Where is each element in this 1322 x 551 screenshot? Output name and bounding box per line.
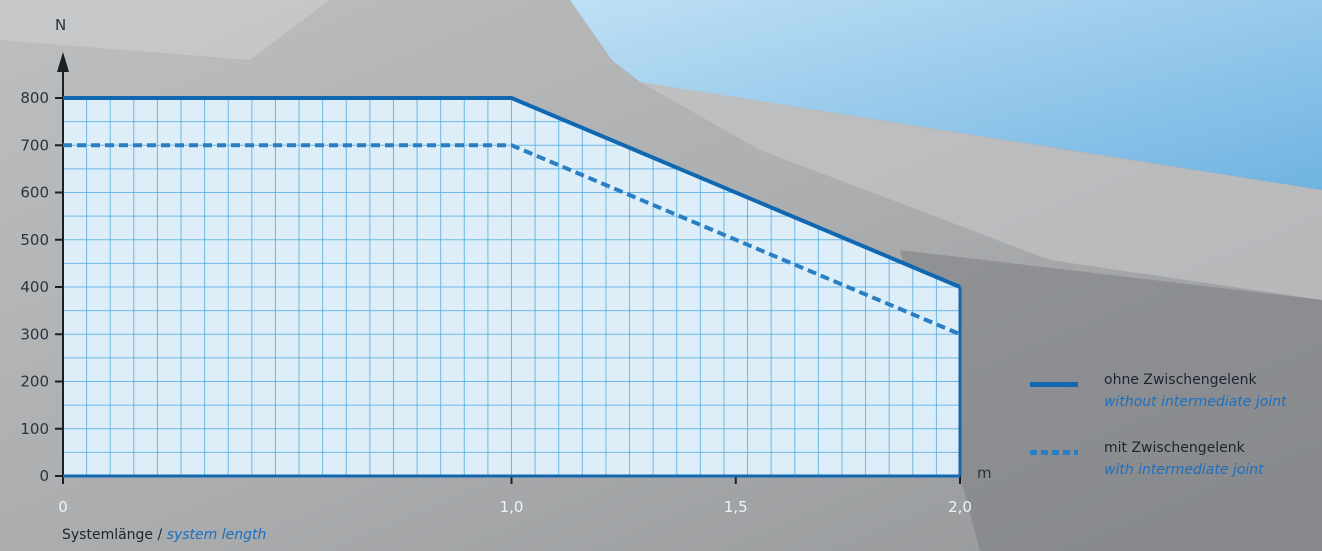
y-axis-arrow-icon bbox=[57, 52, 69, 72]
x-axis-label-en: system length bbox=[166, 527, 267, 543]
y-axis-unit: N bbox=[55, 16, 66, 34]
x-axis-label-sep: / bbox=[153, 527, 167, 543]
legend-swatch-solid bbox=[1030, 382, 1078, 387]
x-axis-label-de: Systemlänge bbox=[62, 527, 154, 543]
y-tick-label: 100 bbox=[20, 420, 49, 438]
legend-swatch-dashed bbox=[1030, 450, 1078, 455]
y-tick-label: 800 bbox=[20, 89, 49, 107]
series-line-with-joint bbox=[63, 143, 961, 337]
legend-label-en: with intermediate joint bbox=[1104, 462, 1264, 478]
legend-label-de: ohne Zwischengelenk bbox=[1104, 372, 1257, 388]
y-tick-label: 0 bbox=[39, 467, 49, 485]
y-tick-label: 400 bbox=[20, 278, 49, 296]
x-axis-unit: m bbox=[977, 464, 992, 482]
legend-label-en: without intermediate joint bbox=[1104, 394, 1287, 410]
x-tick-label: 1,5 bbox=[724, 498, 748, 516]
x-axis-ticks: 0 1,0 1,5 2,0 bbox=[58, 476, 972, 516]
y-tick-label: 600 bbox=[20, 184, 49, 202]
y-axis-ticks: 0 100 200 300 400 500 600 700 800 bbox=[20, 89, 63, 485]
y-tick-label: 200 bbox=[20, 373, 49, 391]
x-axis-label: Systemlänge / system length bbox=[62, 527, 266, 543]
y-tick-label: 700 bbox=[20, 136, 49, 154]
legend-label-de: mit Zwischengelenk bbox=[1104, 440, 1245, 456]
y-tick-label: 300 bbox=[20, 325, 49, 343]
chart-series bbox=[63, 96, 962, 478]
legend-item-with-joint: mit Zwischengelenk with intermediate joi… bbox=[1030, 438, 1322, 484]
x-tick-label: 0 bbox=[58, 498, 68, 516]
legend: ohne Zwischengelenk without intermediate… bbox=[1030, 370, 1322, 500]
x-tick-label: 2,0 bbox=[948, 498, 972, 516]
series-line-without-joint bbox=[63, 96, 961, 289]
y-tick-label: 500 bbox=[20, 231, 49, 249]
chart-grid bbox=[63, 98, 960, 476]
x-tick-label: 1,0 bbox=[500, 498, 524, 516]
legend-item-without-joint: ohne Zwischengelenk without intermediate… bbox=[1030, 370, 1322, 416]
